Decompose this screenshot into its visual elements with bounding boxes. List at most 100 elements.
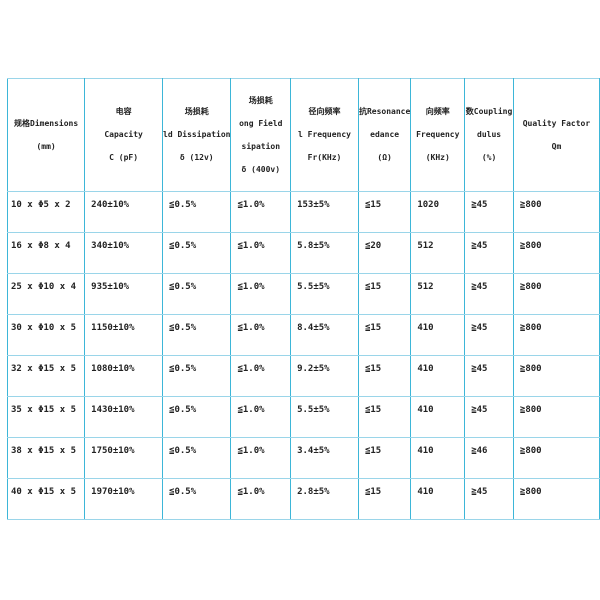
cell-weak-field-dissipation: ≦0.5%	[162, 232, 232, 274]
cell-radial-frequency: 5.8±5%	[290, 232, 359, 274]
cell-coupling-modulus: ≧45	[464, 191, 514, 233]
cell-resonance-impedance: ≦15	[357, 478, 412, 520]
header-line: (KHz)	[425, 153, 450, 162]
table-row: 25 x Φ10 x 4 935±10% ≦0.5% ≦1.0% 5.5±5% ≦15 51…	[6, 273, 600, 315]
cell-quality-factor: ≧800	[512, 396, 600, 438]
cell-axial-frequency: 410	[410, 396, 466, 438]
cell-coupling-modulus: ≧45	[464, 232, 514, 274]
cell-dimensions: 40 x Φ15 x 5	[6, 478, 86, 520]
cell-coupling-modulus: ≧46	[464, 437, 514, 479]
table-row: 38 x Φ15 x 5 1750±10% ≦0.5% ≦1.0% 3.4±5% ≦15 4…	[6, 437, 600, 479]
cell-radial-frequency: 153±5%	[290, 191, 359, 233]
header-line: Frequency	[416, 130, 460, 139]
header-line: l Frequency	[298, 130, 351, 139]
header-line: 数Coupling	[465, 107, 513, 116]
cell-resonance-impedance: ≦15	[357, 437, 412, 479]
header-line: sipation	[241, 141, 281, 151]
header-line: δ (400v)	[241, 164, 281, 174]
header-line: (mm)	[36, 141, 56, 151]
cell-weak-field-dissipation: ≦0.5%	[162, 396, 232, 438]
table-row: 40 x Φ15 x 5 1970±10% ≦0.5% ≦1.0% 2.8±5% ≦15 4…	[6, 478, 600, 520]
cell-axial-frequency: 1020	[410, 191, 466, 233]
table-row: 30 x Φ10 x 5 1150±10% ≦0.5% ≦1.0% 8.4±5% ≦15 4…	[6, 314, 600, 356]
cell-resonance-impedance: ≦15	[357, 273, 412, 315]
spec-table: 规格Dimensions (mm) 电容 Capacity C (pF) 场损耗 ld Di…	[6, 78, 600, 520]
cell-coupling-modulus: ≧45	[464, 314, 514, 356]
cell-radial-frequency: 2.8±5%	[290, 478, 359, 520]
cell-quality-factor: ≧800	[512, 437, 600, 479]
cell-resonance-impedance: ≦15	[357, 396, 412, 438]
cell-dimensions: 16 x Φ8 x 4	[6, 232, 86, 274]
spec-table-wrap: 规格Dimensions (mm) 电容 Capacity C (pF) 场损耗 ld Di…	[6, 78, 600, 520]
table-row: 10 x Φ5 x 2 240±10% ≦0.5% ≦1.0% 153±5% ≦15 102…	[6, 191, 600, 233]
header-line: ld Dissipation	[163, 130, 231, 139]
header-line: Fr(KHz)	[307, 153, 342, 162]
header-lines: 场损耗 ong Field sipation δ (400v)	[231, 96, 290, 175]
header-line: 径向频率	[308, 107, 341, 116]
cell-strong-field-dissipation: ≦1.0%	[230, 273, 292, 315]
cell-capacity: 1970±10%	[84, 478, 164, 520]
table-row: 35 x Φ15 x 5 1430±10% ≦0.5% ≦1.0% 5.5±5% ≦15 4…	[6, 396, 600, 438]
cell-quality-factor: ≧800	[512, 355, 600, 397]
cell-quality-factor: ≧800	[512, 314, 600, 356]
cell-capacity: 1150±10%	[84, 314, 164, 356]
cell-quality-factor: ≧800	[512, 191, 600, 233]
cell-capacity: 935±10%	[84, 273, 164, 315]
cell-radial-frequency: 5.5±5%	[290, 273, 359, 315]
header-line: Qm	[551, 141, 562, 151]
cell-axial-frequency: 512	[410, 232, 466, 274]
header-lines: 向频率 Frequency (KHz)	[411, 107, 464, 163]
cell-weak-field-dissipation: ≦0.5%	[162, 273, 232, 315]
header-cell-quality-factor: Quality Factor Qm	[512, 78, 600, 192]
header-lines: 场损耗 ld Dissipation δ (12v)	[163, 107, 230, 163]
cell-strong-field-dissipation: ≦1.0%	[230, 355, 292, 397]
header-line: C (pF)	[109, 153, 139, 162]
cell-quality-factor: ≧800	[512, 232, 600, 274]
cell-radial-frequency: 3.4±5%	[290, 437, 359, 479]
cell-axial-frequency: 410	[410, 355, 466, 397]
header-cell-weak-field-dissipation: 场损耗 ld Dissipation δ (12v)	[162, 78, 232, 192]
cell-resonance-impedance: ≦15	[357, 314, 412, 356]
header-cell-resonance-impedance: 抗Resonance edance (Ω)	[357, 78, 412, 192]
cell-capacity: 340±10%	[84, 232, 164, 274]
table-row: 32 x Φ15 x 5 1080±10% ≦0.5% ≦1.0% 9.2±5% ≦15 4…	[6, 355, 600, 397]
header-line: 规格Dimensions	[14, 118, 79, 128]
cell-resonance-impedance: ≦20	[357, 232, 412, 274]
header-line: (%)	[481, 153, 497, 162]
header-line: 场损耗	[184, 107, 209, 116]
cell-capacity: 1750±10%	[84, 437, 164, 479]
cell-dimensions: 10 x Φ5 x 2	[6, 191, 86, 233]
cell-coupling-modulus: ≧45	[464, 478, 514, 520]
cell-dimensions: 30 x Φ10 x 5	[6, 314, 86, 356]
header-line: ong Field	[239, 118, 283, 128]
cell-weak-field-dissipation: ≦0.5%	[162, 191, 232, 233]
table-row: 16 x Φ8 x 4 340±10% ≦0.5% ≦1.0% 5.8±5% ≦20 512…	[6, 232, 600, 274]
header-lines: 规格Dimensions (mm)	[8, 119, 84, 152]
cell-weak-field-dissipation: ≦0.5%	[162, 314, 232, 356]
cell-coupling-modulus: ≧45	[464, 273, 514, 315]
header-line: Capacity	[104, 130, 143, 139]
header-lines: 抗Resonance edance (Ω)	[359, 107, 410, 163]
cell-quality-factor: ≧800	[512, 273, 600, 315]
header-line: 场损耗	[248, 95, 273, 105]
header-lines: Quality Factor Qm	[514, 119, 599, 152]
header-lines: 电容 Capacity C (pF)	[85, 107, 162, 163]
cell-weak-field-dissipation: ≦0.5%	[162, 437, 232, 479]
cell-radial-frequency: 8.4±5%	[290, 314, 359, 356]
cell-axial-frequency: 512	[410, 273, 466, 315]
header-row: 规格Dimensions (mm) 电容 Capacity C (pF) 场损耗 ld Di…	[6, 78, 600, 192]
cell-quality-factor: ≧800	[512, 478, 600, 520]
cell-weak-field-dissipation: ≦0.5%	[162, 478, 232, 520]
header-cell-capacity: 电容 Capacity C (pF)	[84, 78, 164, 192]
cell-capacity: 1080±10%	[84, 355, 164, 397]
header-line: Quality Factor	[522, 118, 591, 128]
cell-axial-frequency: 410	[410, 478, 466, 520]
header-line: dulus	[477, 130, 502, 139]
cell-dimensions: 25 x Φ10 x 4	[6, 273, 86, 315]
header-cell-radial-frequency: 径向频率 l Frequency Fr(KHz)	[290, 78, 359, 192]
header-line: δ (12v)	[179, 153, 214, 162]
cell-radial-frequency: 5.5±5%	[290, 396, 359, 438]
cell-coupling-modulus: ≧45	[464, 396, 514, 438]
cell-strong-field-dissipation: ≦1.0%	[230, 437, 292, 479]
